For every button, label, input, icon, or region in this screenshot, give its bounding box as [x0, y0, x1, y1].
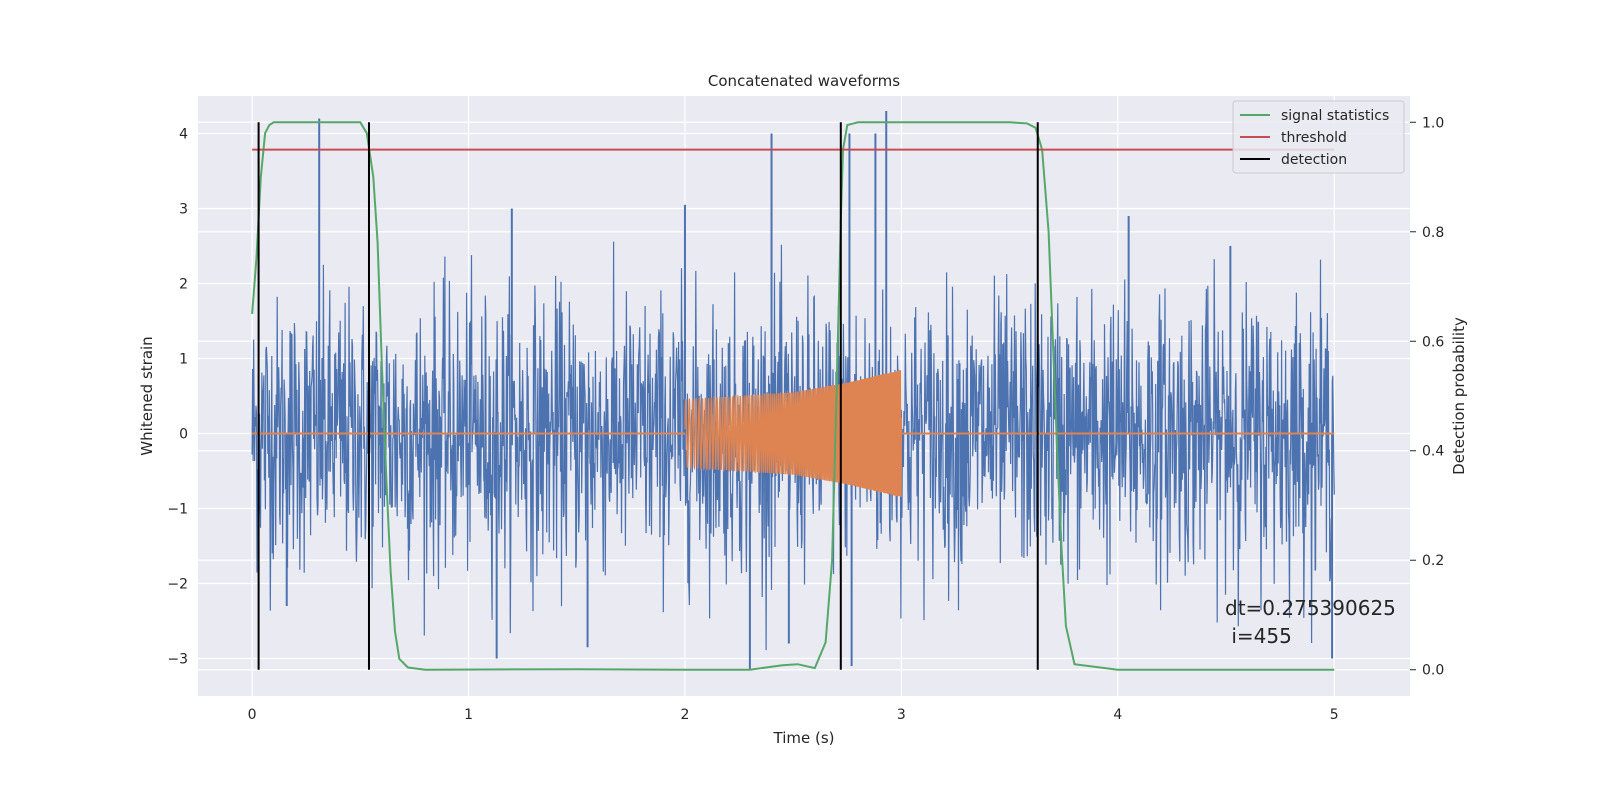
chart-title: Concatenated waveforms	[708, 72, 900, 90]
legend-label-signal-statistics: signal statistics	[1281, 108, 1389, 124]
x-tick-label: 0	[248, 707, 257, 723]
y-tick-label: 1	[179, 352, 188, 368]
x-tick-label: 4	[1113, 707, 1122, 723]
legend-label-threshold: threshold	[1281, 130, 1347, 146]
legend-box	[1232, 100, 1405, 174]
annotation-dt: dt=0.275390625	[1225, 596, 1396, 620]
x-tick-label: 2	[681, 707, 690, 723]
y-tick-label: −2	[167, 577, 188, 593]
whitened-strain-series	[251, 111, 1335, 670]
y2-tick-label: 0.8	[1422, 225, 1444, 241]
y-tick-label: 2	[179, 277, 188, 293]
tick-labels: 0 1 2 3 4 5 −3 −2 −1 0 1 2 3 4 0.0 0.2 0.4 0.6 0.8 1.0	[167, 115, 1444, 723]
x-tick-label: 1	[464, 707, 473, 723]
y2-tick-label: 0.2	[1422, 553, 1444, 569]
signal-statistics-line	[251, 121, 1335, 671]
y2-tick-label: 0.0	[1422, 663, 1444, 679]
y2-tick-label: 1.0	[1422, 115, 1444, 131]
y-axis-label: Whitened strain	[138, 336, 156, 455]
y-tick-label: 3	[179, 202, 188, 218]
x-tick-label: 3	[897, 707, 906, 723]
y2-tick-label: 0.4	[1422, 444, 1444, 460]
y-tick-label: 0	[179, 427, 188, 443]
x-axis-label: Time (s)	[773, 729, 835, 747]
y-tick-label: 4	[179, 127, 188, 143]
chirp-waveform-series	[252, 370, 1335, 498]
legend-label-detection: detection	[1281, 152, 1347, 168]
chirp-trace	[684, 370, 903, 498]
legend: signal statistics threshold detection	[1232, 100, 1405, 174]
y-tick-label: −3	[167, 652, 188, 668]
annotation-index: i=455	[1225, 624, 1292, 648]
detection-series	[257, 122, 1039, 670]
y-tick-label: −1	[167, 502, 188, 518]
x-tick-label: 5	[1330, 707, 1339, 723]
signal-statistics-series	[251, 121, 1335, 671]
y2-tick-label: 0.6	[1422, 334, 1444, 350]
y2-axis-label: Detection probability	[1450, 317, 1468, 475]
